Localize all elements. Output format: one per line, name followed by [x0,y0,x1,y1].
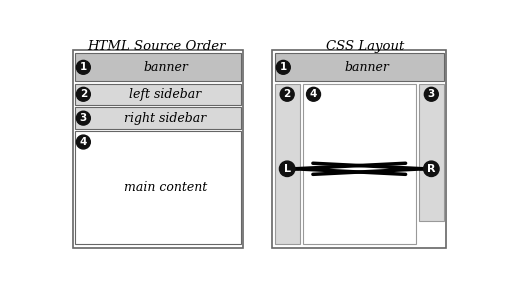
Circle shape [76,135,90,149]
Circle shape [76,60,90,74]
Text: banner: banner [143,61,188,74]
Bar [272,50,446,248]
Text: right sidebar: right sidebar [124,112,207,125]
Bar [75,107,241,129]
Text: 4: 4 [310,89,317,99]
Text: 3: 3 [80,113,87,123]
Circle shape [424,87,438,101]
Circle shape [280,87,294,101]
Text: left sidebar: left sidebar [130,88,202,101]
Bar [75,131,241,244]
Text: main content: main content [124,181,207,194]
Text: 2: 2 [80,89,87,99]
Text: 1: 1 [80,62,87,72]
Bar [275,83,299,244]
Bar [303,83,416,244]
Circle shape [76,87,90,101]
Text: 4: 4 [80,137,87,147]
Text: 1: 1 [280,62,287,72]
Bar [75,53,241,81]
Text: R: R [427,164,436,174]
Bar [73,50,243,248]
Text: L: L [284,164,291,174]
Circle shape [76,111,90,125]
Circle shape [276,60,290,74]
Text: CSS Layout: CSS Layout [326,40,405,53]
Text: 2: 2 [283,89,291,99]
Text: banner: banner [344,61,390,74]
Bar [75,83,241,105]
Circle shape [307,87,321,101]
Circle shape [424,161,439,176]
Text: HTML Source Order: HTML Source Order [87,40,225,53]
Text: 3: 3 [428,89,435,99]
Bar [419,83,444,221]
Bar [275,53,444,81]
Circle shape [279,161,295,176]
